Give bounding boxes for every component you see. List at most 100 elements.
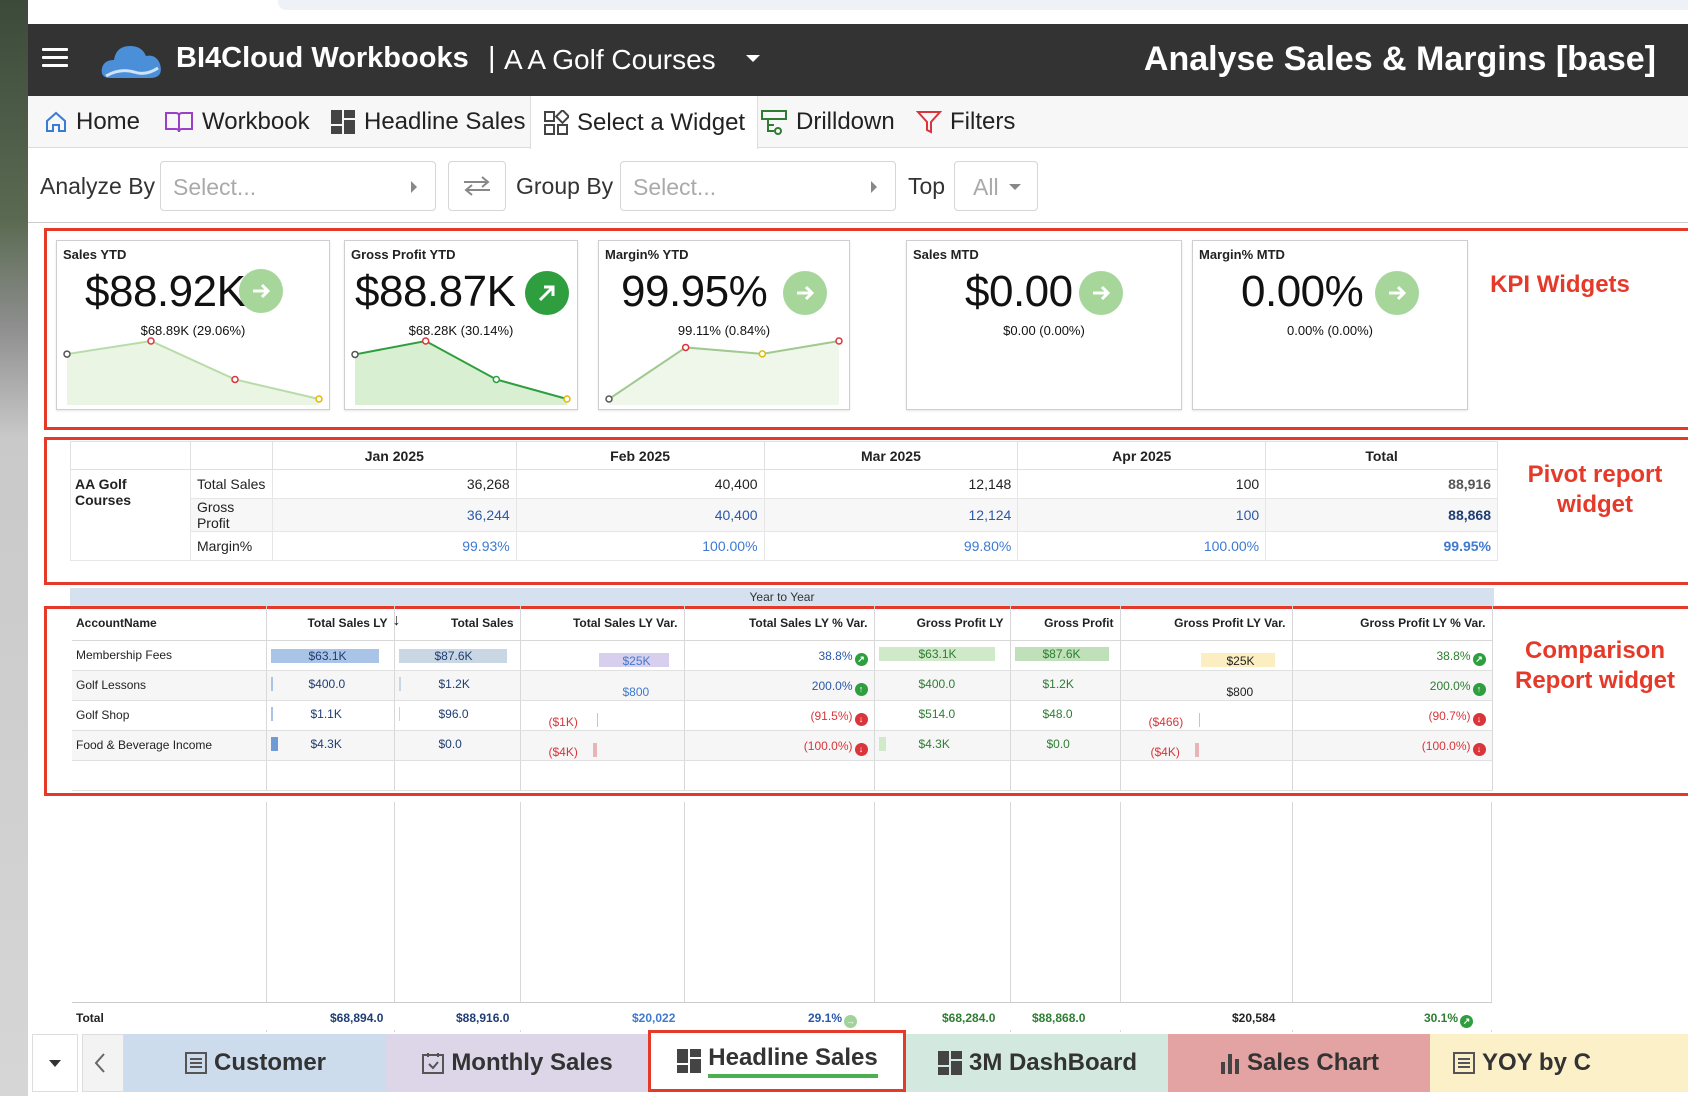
total-gp-pct: 30.1% [1424,1011,1459,1025]
kpi-sparkline [63,337,323,405]
chevron-left-icon [94,1053,105,1073]
kpi-compare: $68.28K (30.14%) [408,323,514,338]
gp-var-bar [1200,652,1275,667]
arrow-right-icon [783,271,827,315]
tab-sales-chart-label: Sales Chart [1246,1049,1380,1076]
sales-ly-bar [270,736,278,751]
sort-down-icon[interactable]: ↓ [392,612,401,629]
pivot-col-header[interactable]: Jan 2025 [271,441,517,470]
tab-headline-sales[interactable]: Headline Sales [648,1030,906,1092]
table-row[interactable]: Golf Lessons $400.0 $1.2K $800 200.0% ↑ $… [72,670,1493,701]
nav-drilldown[interactable]: Drilldown [760,96,895,148]
nav-home[interactable]: Home [44,96,140,148]
col-header-sales-var[interactable]: Total Sales LY Var. [520,606,685,641]
gp-ly-bar [878,646,995,661]
up-indicator-icon: ↗ [854,652,868,666]
table-row[interactable]: Food & Beverage Income $4.3K $0.0 ($4K) … [72,730,1493,761]
table-row[interactable]: Membership Fees $63.1K $87.6K $25K 38.8%… [72,640,1493,671]
swap-arrows-icon [464,176,490,196]
pivot-widget-annotation: Pivot report widget [1527,461,1663,518]
sales-ly-bar [270,676,273,691]
group-by-select[interactable]: Select... [620,161,896,211]
col-header-sales-pct[interactable]: Total Sales LY % Var. [684,606,875,641]
account-name: Membership Fees [72,640,267,671]
gp-bar [1014,646,1109,661]
comparison-widget-annotation: Comparison Report widget [1515,637,1675,694]
chevron-right-icon [411,181,417,193]
nav-filters-label: Filters [950,108,1016,135]
tab-scroll-left-button[interactable] [82,1034,124,1092]
sparkline-point [147,337,155,345]
kpi-value: 99.95% [621,267,768,316]
nav-headline-sales[interactable]: Headline Sales [330,96,525,148]
swap-button[interactable] [448,161,506,211]
gp-value: $1.2K [1042,676,1074,691]
cloud-logo-icon [101,46,161,78]
pivot-col-header[interactable]: Apr 2025 [1017,441,1267,470]
top-label: Top [908,173,946,199]
tab-customer[interactable]: Customer [124,1034,386,1092]
account-name: Golf Shop [72,700,267,731]
kpi-title: Margin% MTD [1199,247,1285,262]
analyze-by-select[interactable]: Select... [160,161,436,211]
nav-select-widget-label: Select a Widget [577,108,746,136]
table-row[interactable]: Golf Shop $1.1K $96.0 ($1K) (91.5%) ↓ $51… [72,700,1493,731]
col-header-gp-ly[interactable]: Gross Profit LY [874,606,1011,641]
kpi-margin-mtd[interactable]: Margin% MTD 0.00% 0.00% (0.00%) [1192,240,1468,410]
kpi-sales-mtd[interactable]: Sales MTD $0.00 $0.00 (0.00%) [906,240,1182,410]
gp-var-value: $25K [1226,653,1255,668]
kpi-gross-profit-ytd[interactable]: Gross Profit YTD $88.87K $68.28K (30.14%… [344,240,578,410]
col-header-gp-pct[interactable]: Gross Profit LY % Var. [1292,606,1493,641]
kpi-value: 0.00% [1241,267,1364,316]
comparison-empty-area [72,802,1492,1032]
nav-select-widget[interactable]: Select a Widget [530,96,759,149]
chevron-down-icon[interactable] [746,55,760,62]
sparkline-point [351,350,359,359]
chevron-down-icon [49,1059,61,1067]
col-header-account[interactable]: AccountName [72,606,267,641]
col-header-sales-ly[interactable]: Total Sales LY [266,606,395,641]
pivot-col-header[interactable]: Feb 2025 [515,441,765,470]
col-header-gp-var[interactable]: Gross Profit LY Var. [1120,606,1293,641]
nav-filters[interactable]: Filters [916,96,1015,148]
tab-monthly-sales[interactable]: Monthly Sales [386,1034,648,1092]
down-indicator-icon: ↓ [1472,742,1486,756]
col-header-gp[interactable]: Gross Profit [1010,606,1121,641]
pivot-cell: 12,148 [763,469,1019,499]
sparkline-line [354,339,568,400]
company-selector[interactable]: A A Golf Courses [504,44,716,75]
pivot-cell: 40,400 [515,498,765,532]
sparkline-point [681,343,690,352]
kpi-margin-ytd[interactable]: Margin% YTD 99.95% 99.11% (0.84%) [598,240,850,410]
gp-var-value: ($4K) [1150,744,1180,759]
nav-workbook[interactable]: Workbook [164,96,310,148]
col-header-sales[interactable]: ↓ Total Sales [392,606,521,641]
hamburger-menu-icon[interactable] [42,48,68,68]
home-icon [46,111,66,132]
tab-3m-dashboard[interactable]: 3M DashBoard [906,1034,1168,1092]
kpi-title: Gross Profit YTD [351,247,456,262]
kpi-sales-ytd[interactable]: Sales YTD $88.92K $68.89K (29.06%) [56,240,330,410]
tab-menu-button[interactable] [32,1034,78,1092]
analyze-by-label: Analyze By [40,173,156,199]
tab-yoy-by[interactable]: YOY by C [1430,1034,1688,1092]
app-title: BI4Cloud Workbooks [176,42,469,74]
desktop-background [0,0,30,1096]
pivot-row-group[interactable]: AA Golf Courses [70,469,191,561]
pivot-col-header[interactable]: Mar 2025 [763,441,1019,470]
sparkline-line [66,339,320,400]
sparkline-area [355,341,567,405]
tab-sales-chart[interactable]: Sales Chart [1168,1034,1430,1092]
total-gp: $88,868.0 [1032,1011,1086,1025]
gp-var-bar [1198,712,1200,727]
pivot-cell: 36,244 [271,498,517,532]
widgets-icon [544,109,569,135]
sales-var-value: ($4K) [548,744,578,759]
top-select[interactable]: All [954,161,1038,211]
down-indicator-icon: ↓ [854,742,868,756]
dashboard-icon [331,110,355,134]
pivot-col-header[interactable]: Total [1265,441,1498,470]
sales-ly-bar [270,648,379,663]
kpi-value: $88.87K [355,267,516,316]
pivot-cell: 99.80% [763,531,1019,561]
